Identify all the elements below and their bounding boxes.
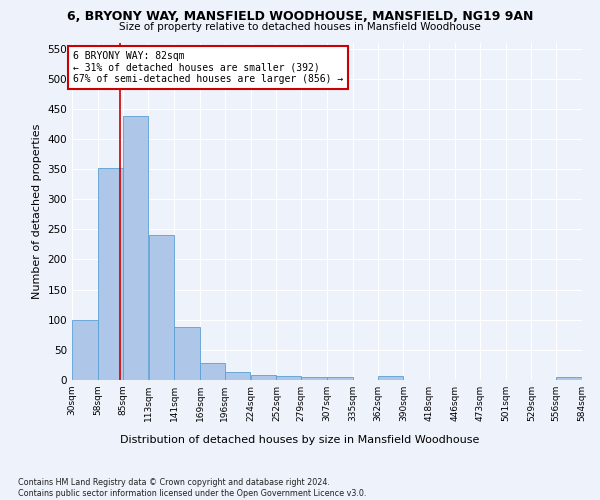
Text: 6 BRYONY WAY: 82sqm
← 31% of detached houses are smaller (392)
67% of semi-detac: 6 BRYONY WAY: 82sqm ← 31% of detached ho… xyxy=(73,51,343,84)
Text: Size of property relative to detached houses in Mansfield Woodhouse: Size of property relative to detached ho… xyxy=(119,22,481,32)
Bar xyxy=(149,236,174,380)
Bar xyxy=(225,372,250,380)
Bar xyxy=(327,377,353,380)
Bar xyxy=(72,320,98,380)
Text: Contains HM Land Registry data © Crown copyright and database right 2024.
Contai: Contains HM Land Registry data © Crown c… xyxy=(18,478,367,498)
Bar xyxy=(200,363,224,380)
Text: Distribution of detached houses by size in Mansfield Woodhouse: Distribution of detached houses by size … xyxy=(121,435,479,445)
Bar xyxy=(175,327,200,380)
Bar xyxy=(378,376,403,380)
Bar xyxy=(251,374,276,380)
Bar xyxy=(277,376,301,380)
Bar xyxy=(98,168,122,380)
Bar xyxy=(301,377,327,380)
Bar xyxy=(123,116,148,380)
Text: 6, BRYONY WAY, MANSFIELD WOODHOUSE, MANSFIELD, NG19 9AN: 6, BRYONY WAY, MANSFIELD WOODHOUSE, MANS… xyxy=(67,10,533,23)
Y-axis label: Number of detached properties: Number of detached properties xyxy=(32,124,42,299)
Bar xyxy=(556,377,582,380)
